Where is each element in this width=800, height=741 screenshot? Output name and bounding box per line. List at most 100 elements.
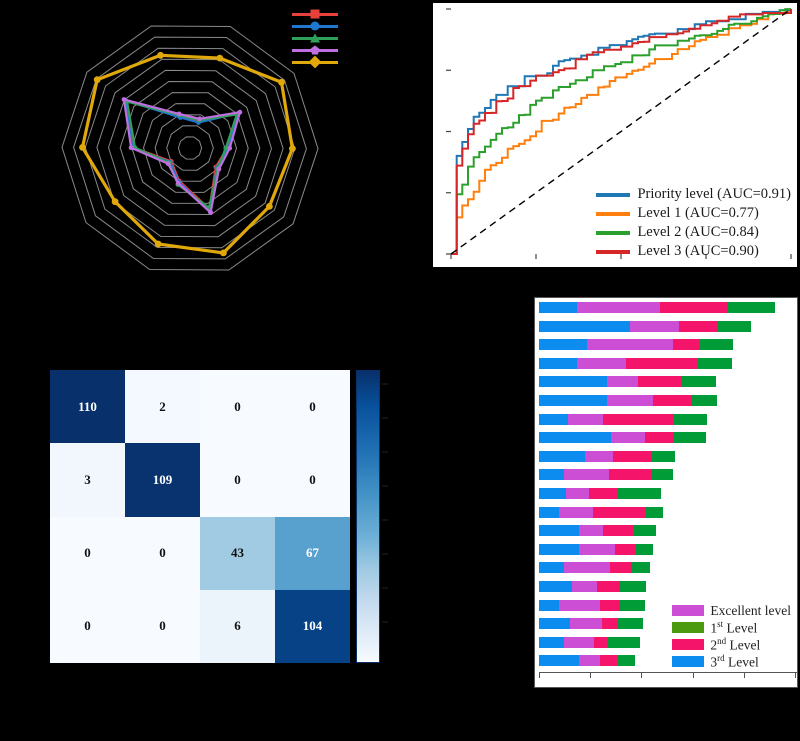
radar-legend-line xyxy=(292,55,338,69)
roc-legend-item-3[interactable]: Level 2 (AUC=0.84) xyxy=(596,223,791,242)
stacked-bar-x-axis xyxy=(539,672,797,687)
confusion-matrix-cell-r1-c2: 0 xyxy=(200,443,275,517)
radar-data-point xyxy=(220,249,227,257)
bar-segment-excellent xyxy=(578,525,604,537)
confusion-matrix-cell-r3-c3: 104 xyxy=(275,589,350,663)
radar-data-point xyxy=(227,145,233,151)
radar-data-point xyxy=(79,144,86,151)
roc-legend-label: Priority level (AUC=0.91) xyxy=(637,186,791,202)
confusion-matrix-panel: 110 2 0 0 3 109 0 0 0 0 43 67 0 0 6 104 xyxy=(50,370,350,663)
bar-segment-level2 xyxy=(659,302,728,313)
roc-legend: Priority level (AUC=0.91) Level 1 (AUC=0.… xyxy=(596,185,791,261)
stacked-bar-row-4 xyxy=(539,357,787,369)
bar-segment-level3 xyxy=(539,562,564,574)
confusion-matrix-cell-r0-c3: 0 xyxy=(275,370,350,444)
confusion-matrix-cell-r0-c1: 2 xyxy=(125,370,200,444)
radar-data-point xyxy=(266,203,273,210)
roc-legend-swatch xyxy=(596,211,631,216)
radar-legend-marker-diamond-icon xyxy=(308,55,322,69)
bar-segment-level1 xyxy=(698,357,733,369)
radar-legend-item-3[interactable] xyxy=(292,32,352,44)
stacked-bar-row-3 xyxy=(539,339,787,351)
confusion-matrix-cell-r3-c0: 0 xyxy=(50,589,125,663)
roc-legend-swatch xyxy=(596,192,631,197)
bar-segment-level1 xyxy=(631,562,650,574)
stacked-bar-row-5 xyxy=(539,376,787,388)
bar-segment-excellent xyxy=(558,506,594,518)
radar-chart-svg xyxy=(61,25,319,271)
stacked-bar-row-1 xyxy=(539,302,787,313)
bar-segment-level3 xyxy=(539,357,577,369)
stacked-bar-row-20 xyxy=(539,655,787,667)
radar-legend-marker-triangle-icon xyxy=(310,33,320,43)
bar-segment-level2 xyxy=(615,543,635,555)
x-axis-tick xyxy=(743,673,745,678)
colorbar-tick xyxy=(382,621,388,623)
stacked-bar-row-19 xyxy=(539,636,787,648)
stacked-bar-row-17 xyxy=(539,599,787,611)
bar-legend-swatch xyxy=(672,605,705,616)
x-axis-tick xyxy=(590,673,592,678)
radar-data-point xyxy=(157,51,164,59)
bar-segment-level3 xyxy=(539,395,607,406)
confusion-matrix-cell-r2-c0: 0 xyxy=(50,516,125,590)
bar-segment-level2 xyxy=(600,655,617,667)
bar-segment-excellent xyxy=(567,413,604,425)
bar-segment-level2 xyxy=(644,432,674,444)
stacked-bar-row-9 xyxy=(539,450,787,462)
x-axis-tick xyxy=(795,673,796,678)
bar-segment-level1 xyxy=(650,469,673,481)
confusion-matrix-colorbar xyxy=(356,370,388,663)
bar-legend-item-level1[interactable]: 1st Level xyxy=(672,619,791,636)
bar-segment-level2 xyxy=(601,618,617,630)
roc-legend-label: Level 1 (AUC=0.77) xyxy=(637,205,759,221)
stacked-bar-row-7 xyxy=(539,413,787,425)
confusion-matrix-cell-r2-c3: 67 xyxy=(275,516,350,590)
confusion-matrix-grid: 110 2 0 0 3 109 0 0 0 0 43 67 0 0 6 104 xyxy=(50,370,350,663)
bar-segment-excellent xyxy=(572,581,597,592)
radar-grid-ring xyxy=(177,136,203,160)
bar-segment-level2 xyxy=(609,469,651,481)
stacked-bar-row-13 xyxy=(539,525,787,537)
bar-legend-item-excellent[interactable]: Excellent level xyxy=(672,602,791,619)
radar-legend-item-4[interactable] xyxy=(292,44,352,56)
roc-legend-item-4[interactable]: Level 3 (AUC=0.90) xyxy=(596,242,791,261)
roc-legend-swatch xyxy=(596,249,631,254)
roc-legend-item-2[interactable]: Level 1 (AUC=0.77) xyxy=(596,204,791,223)
radar-legend-item-5[interactable] xyxy=(292,55,352,69)
bar-segment-excellent xyxy=(606,376,639,388)
bar-segment-level1 xyxy=(606,636,640,648)
stacked-bar-row-12 xyxy=(539,506,787,518)
bar-segment-excellent xyxy=(558,599,601,611)
stacked-bar-row-6 xyxy=(539,395,787,406)
radar-legend-marker-square-icon xyxy=(310,9,320,19)
bar-segment-excellent xyxy=(578,543,616,555)
bar-legend-item-level3[interactable]: 3rd Level xyxy=(672,653,791,670)
roc-curve-svg xyxy=(446,8,792,259)
bar-segment-level1 xyxy=(646,506,663,518)
radar-data-point xyxy=(111,198,119,206)
bar-legend-swatch xyxy=(672,656,705,667)
roc-curve-panel: Priority level (AUC=0.91) Level 1 (AUC=0.… xyxy=(432,2,798,268)
bar-segment-level2 xyxy=(600,599,620,611)
bar-segment-level3 xyxy=(539,302,577,313)
confusion-matrix-cell-r3-c1: 0 xyxy=(125,589,200,663)
bar-segment-level3 xyxy=(539,581,573,592)
bar-segment-excellent xyxy=(610,432,645,444)
radar-legend-item-1[interactable] xyxy=(292,8,352,20)
bar-segment-excellent xyxy=(606,395,654,406)
radar-data-point xyxy=(93,76,101,84)
bar-legend-item-level2[interactable]: 2nd Level xyxy=(672,636,791,653)
bar-segment-level3 xyxy=(539,413,568,425)
colorbar-tick xyxy=(382,451,388,453)
confusion-matrix-cell-r0-c2: 0 xyxy=(200,370,275,444)
bar-legend-label: 1st Level xyxy=(710,618,758,636)
radar-data-point xyxy=(165,161,171,167)
radar-data-point xyxy=(197,116,203,122)
roc-diagonal-reference-line xyxy=(450,8,792,255)
radar-legend-item-2[interactable] xyxy=(292,20,352,32)
roc-legend-item-1[interactable]: Priority level (AUC=0.91) xyxy=(596,185,791,204)
bar-segment-level3 xyxy=(539,506,559,518)
bar-segment-level2 xyxy=(613,450,653,462)
radar-grid-ring xyxy=(166,125,214,171)
